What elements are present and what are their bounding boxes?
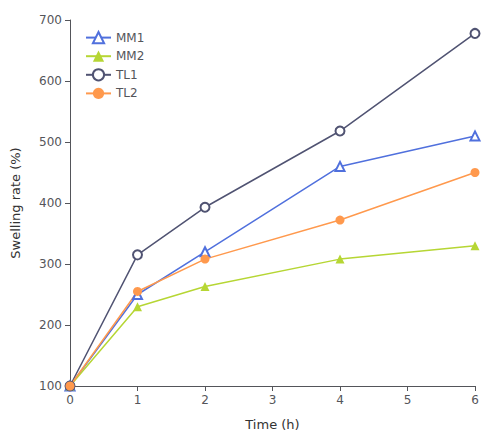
svg-text:MM2: MM2 — [116, 49, 144, 63]
svg-text:500: 500 — [39, 135, 62, 149]
svg-text:1: 1 — [134, 393, 142, 407]
svg-text:2: 2 — [201, 393, 209, 407]
svg-text:TL2: TL2 — [115, 86, 138, 100]
svg-text:0: 0 — [66, 393, 74, 407]
svg-text:400: 400 — [39, 196, 62, 210]
svg-text:4: 4 — [336, 393, 344, 407]
svg-text:700: 700 — [39, 13, 62, 27]
svg-text:Time (h): Time (h) — [244, 417, 299, 432]
svg-text:3: 3 — [269, 393, 277, 407]
svg-text:6: 6 — [471, 393, 479, 407]
svg-text:200: 200 — [39, 318, 62, 332]
svg-text:300: 300 — [39, 257, 62, 271]
svg-text:Swelling rate (%): Swelling rate (%) — [8, 147, 23, 258]
svg-text:100: 100 — [39, 379, 62, 393]
svg-text:600: 600 — [39, 74, 62, 88]
svg-text:MM1: MM1 — [116, 31, 144, 45]
svg-text:5: 5 — [404, 393, 412, 407]
svg-text:TL1: TL1 — [115, 68, 138, 82]
